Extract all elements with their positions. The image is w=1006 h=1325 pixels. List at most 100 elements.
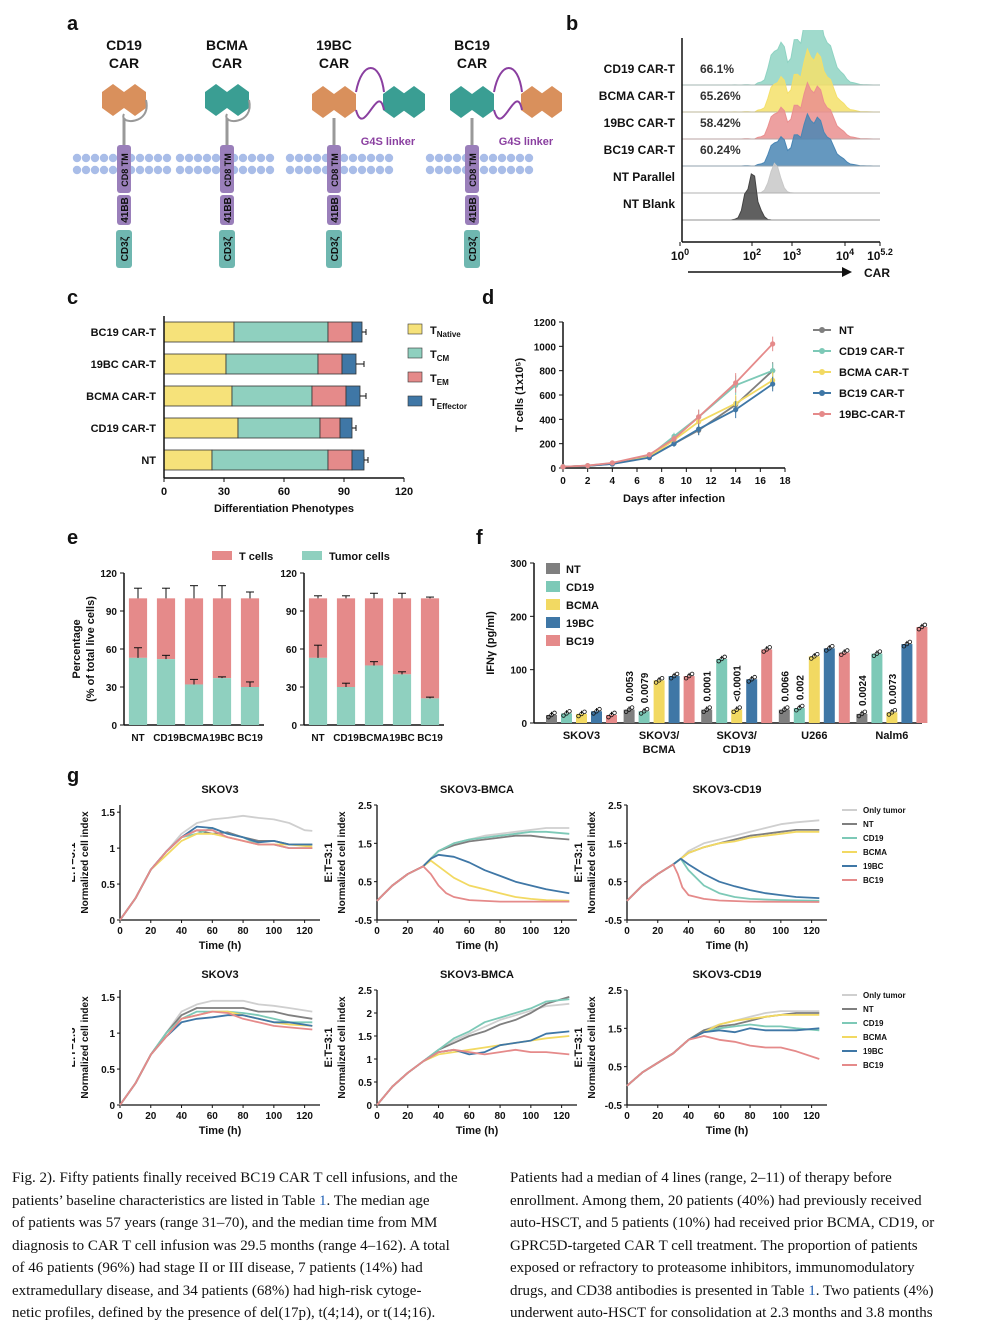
membrane-bead <box>497 165 507 175</box>
replicate-dot <box>623 709 629 714</box>
cd3z-label: CD3ζ <box>223 236 234 261</box>
g4s-linker <box>355 100 385 120</box>
x-tick-label: 120 <box>395 486 413 498</box>
replicate-dot <box>689 671 695 677</box>
p-value-label: 0.0053 <box>625 671 636 702</box>
p-value-label: 0.0066 <box>780 671 791 702</box>
x-tick-label: 120 <box>296 1111 313 1122</box>
x-tick-label: SKOV3/ <box>639 730 679 742</box>
histogram-row-label: NT Blank <box>623 197 675 211</box>
legend-label: 19BC <box>566 618 594 630</box>
membrane-bead <box>265 153 275 163</box>
membrane-bead <box>479 153 489 163</box>
bar <box>823 648 835 723</box>
x-axis-label: Time (h) <box>199 1125 242 1137</box>
caption-line: auto-HSCT, and 5 patients (10%) had rece… <box>510 1215 935 1231</box>
histogram-row-label: BC19 CAR-T <box>604 143 676 157</box>
y-tick-label: 90 <box>106 607 118 618</box>
membrane-bead <box>375 165 385 175</box>
row-label: E:T=3:1 <box>72 842 78 882</box>
membrane-bead <box>153 165 163 175</box>
legend-label: BC19 <box>863 1061 884 1070</box>
membrane-bead <box>515 165 525 175</box>
membrane-bead <box>434 165 444 175</box>
membrane-bead <box>108 165 118 175</box>
legend-marker <box>819 411 825 417</box>
bar-t-cells <box>212 598 232 679</box>
legend-swatch <box>546 581 560 592</box>
membrane-bead <box>384 165 394 175</box>
g4s-linker <box>493 67 523 93</box>
x-axis-label: CAR <box>864 266 890 280</box>
replicate-dot <box>659 675 665 681</box>
bar-tumor-cells <box>156 659 176 725</box>
y-tick-label: 2.5 <box>608 801 622 812</box>
tm-domain <box>220 145 234 193</box>
replicate-dot <box>668 675 674 681</box>
legend-swatch <box>546 617 560 628</box>
table-1-link[interactable]: 1 <box>319 1192 327 1209</box>
tm-domain <box>117 145 131 193</box>
x-tick-label: 80 <box>745 926 757 937</box>
costim-domain <box>327 195 341 225</box>
costim-domain <box>220 195 234 225</box>
x-tick-label: 40 <box>433 926 445 937</box>
x-tick-label: 19BC <box>389 733 415 744</box>
x-tick-label: 0 <box>374 926 380 937</box>
p-value-label: 0.0079 <box>640 672 651 703</box>
legend-subscript: CM <box>437 354 450 363</box>
panel-letter-f: f <box>476 527 483 549</box>
x-tick-label: 40 <box>176 926 188 937</box>
bar <box>761 649 773 723</box>
membrane-bead <box>144 153 154 163</box>
x-tick-label: 40 <box>683 1111 695 1122</box>
replicate-dot <box>916 626 922 632</box>
series-line <box>562 383 774 468</box>
arrow-head <box>842 267 852 277</box>
y-tick-label: 1.5 <box>608 1024 622 1035</box>
replicate-dot <box>549 712 554 718</box>
replicate-dot <box>827 646 832 651</box>
bar <box>793 708 805 723</box>
tick-exponent: 0 <box>684 247 689 257</box>
bar-t-cells <box>128 598 148 658</box>
y-tick-label: 200 <box>510 612 527 623</box>
panel-c-phenotype-chart: BC19 CAR-T 19BC CAR-T BCMA CAR-T CD19 CAR-T… <box>86 316 467 515</box>
legend-swatch <box>407 323 423 335</box>
membrane-bead <box>184 165 194 175</box>
y-tick-label: 0.5 <box>101 880 115 891</box>
replicate-dot <box>845 648 850 653</box>
legend-label: Tumor cells <box>329 551 390 563</box>
replicate-dot <box>546 714 551 720</box>
bar <box>778 709 790 723</box>
y-tick-label: 1.5 <box>608 839 622 850</box>
replicate-dot <box>761 649 766 654</box>
histogram-row-label: 19BC CAR-T <box>604 116 676 130</box>
tm-label: CD8 TM <box>120 153 130 187</box>
series-line <box>376 1035 570 1106</box>
bar <box>901 644 913 723</box>
membrane-bead <box>479 165 489 175</box>
replicate-dot <box>644 706 650 712</box>
y-tick-label: 90 <box>286 607 298 618</box>
bar-segment <box>163 417 239 439</box>
y-axis-label: (% of total live cells) <box>85 596 97 702</box>
scfv-domain <box>383 86 405 118</box>
table-1-link[interactable]: 1 <box>808 1282 816 1299</box>
replicate-dot <box>567 709 572 714</box>
legend-swatch <box>302 551 322 560</box>
bar-tumor-cells <box>392 674 412 725</box>
bar-segment <box>233 321 329 343</box>
caption-line: Patients had a median of 4 lines (range,… <box>510 1170 892 1186</box>
linker-label: G4S linker <box>361 136 416 148</box>
y-axis-label: Normalized cell index <box>337 996 348 1099</box>
x-axis-label: Time (h) <box>199 940 242 952</box>
x-tick-label: BC19 <box>237 733 263 744</box>
subplot-title: SKOV3-BMCA <box>440 784 514 796</box>
panel-b-flow-histogram: CD19 CAR-T 66.1% BCMA CAR-T 65.26% 19BC CAR-… <box>599 30 893 280</box>
series-line <box>376 830 570 902</box>
x-axis-label: Time (h) <box>456 940 499 952</box>
replicate-dot <box>922 622 928 628</box>
bar <box>808 656 820 723</box>
